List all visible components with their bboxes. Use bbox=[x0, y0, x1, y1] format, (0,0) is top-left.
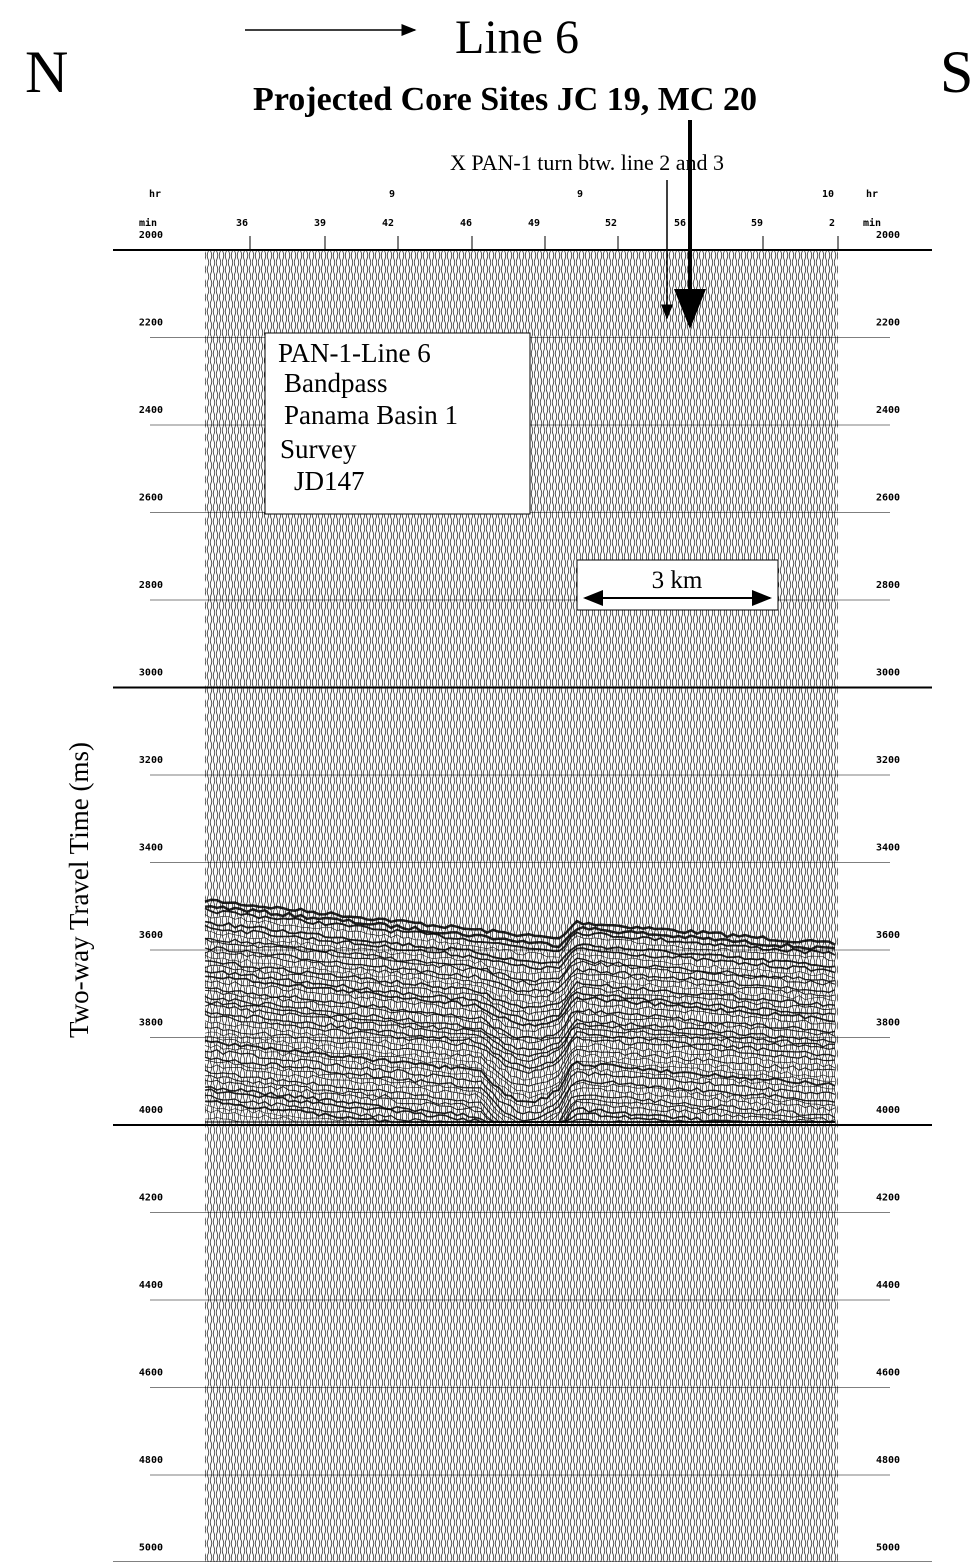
min-label: 36 bbox=[236, 218, 248, 229]
reflector bbox=[204, 946, 836, 994]
reflector bbox=[204, 1044, 835, 1109]
y-tick-label: 3800 bbox=[139, 1018, 163, 1029]
y-tick-label: 4600 bbox=[139, 1368, 163, 1379]
y-tick-label: 2800 bbox=[876, 580, 900, 591]
y-tick-label: 3800 bbox=[876, 1018, 900, 1029]
min-label: min bbox=[139, 217, 157, 229]
y-tick-label: 4000 bbox=[139, 1105, 163, 1116]
legend-line: PAN-1-Line 6 bbox=[278, 338, 431, 368]
reflector bbox=[204, 1020, 836, 1081]
y-tick-label: 3600 bbox=[139, 930, 163, 941]
reflector bbox=[204, 905, 836, 951]
reflector bbox=[204, 960, 836, 1009]
min-label: 59 bbox=[751, 218, 763, 229]
reflector bbox=[204, 995, 836, 1051]
annotation: X PAN-1 turn btw. line 2 and 3 bbox=[450, 150, 724, 175]
y-tick-label: 3000 bbox=[876, 668, 900, 679]
y-tick-label: 2000 bbox=[876, 230, 900, 241]
y-tick-label: 4200 bbox=[139, 1193, 163, 1204]
reflector bbox=[204, 1013, 836, 1075]
legend-text: PAN-1-Line 6 Bandpass Panama Basin 1 Sur… bbox=[278, 338, 458, 496]
reflector bbox=[204, 1026, 836, 1087]
y-tick-label: 2600 bbox=[876, 493, 900, 504]
reflector bbox=[204, 1039, 836, 1104]
y-tick-label: 2800 bbox=[139, 580, 163, 591]
reflector bbox=[204, 1035, 836, 1099]
min-label: 42 bbox=[382, 218, 394, 229]
subtitle: Projected Core Sites JC 19, MC 20 bbox=[253, 81, 757, 118]
reflector bbox=[204, 920, 836, 968]
reflector bbox=[204, 924, 836, 974]
y-tick-label: 5000 bbox=[139, 1543, 163, 1554]
legend-box bbox=[264, 332, 531, 515]
reflector bbox=[204, 937, 836, 983]
y-tick-label: 3200 bbox=[876, 755, 900, 766]
reflector bbox=[204, 970, 836, 1022]
y-tick-label: 4600 bbox=[876, 1368, 900, 1379]
north-label: N bbox=[25, 39, 68, 105]
hr-label: 9 bbox=[389, 189, 395, 200]
reflector bbox=[204, 1010, 836, 1070]
reflector bbox=[204, 1000, 836, 1058]
hr-label: hr bbox=[149, 189, 161, 200]
y-tick-label: 5000 bbox=[876, 1543, 900, 1554]
min-label: 46 bbox=[460, 218, 472, 229]
y-tick-label: 2400 bbox=[139, 405, 163, 416]
hr-label: 9 bbox=[577, 189, 583, 200]
y-tick-label: 2200 bbox=[139, 318, 163, 329]
scale-box bbox=[576, 559, 779, 611]
y-tick-label: 2600 bbox=[139, 493, 163, 504]
y-tick-label: 4800 bbox=[139, 1455, 163, 1466]
reflector bbox=[204, 930, 836, 979]
min-label: 49 bbox=[528, 218, 540, 229]
legend-line: JD147 bbox=[294, 466, 365, 496]
y-tick-label: 3000 bbox=[139, 668, 163, 679]
min-label: 56 bbox=[674, 218, 686, 229]
grid: 2000 2000 2200 2200 2400 2400 2600 2600 2800 2800… bbox=[113, 189, 932, 1562]
reflector bbox=[204, 1056, 836, 1122]
reflector bbox=[204, 949, 836, 998]
hr-label: 10 bbox=[822, 189, 834, 200]
y-tick-label: 4000 bbox=[876, 1105, 900, 1116]
y-tick-label: 4400 bbox=[139, 1280, 163, 1291]
y-tick-label: 2000 bbox=[139, 230, 163, 241]
reflector bbox=[204, 955, 836, 1004]
y-tick-label: 3400 bbox=[876, 843, 900, 854]
reflectors bbox=[204, 898, 836, 1124]
scale-label: 3 km bbox=[652, 567, 703, 594]
title: Line 6 bbox=[455, 11, 579, 64]
y-tick-label: 3400 bbox=[139, 843, 163, 854]
reflector bbox=[204, 989, 836, 1044]
y-tick-label: 4200 bbox=[876, 1193, 900, 1204]
y-tick-label: 2200 bbox=[876, 318, 900, 329]
reflector bbox=[204, 975, 836, 1027]
reflector bbox=[204, 1003, 836, 1062]
reflector bbox=[204, 907, 836, 956]
reflector bbox=[204, 898, 836, 946]
y-tick-label: 4400 bbox=[876, 1280, 900, 1291]
min-label: 39 bbox=[314, 218, 326, 229]
reflector bbox=[204, 1031, 836, 1093]
min-label: min bbox=[863, 217, 881, 229]
reflector bbox=[204, 964, 836, 1015]
reflector bbox=[204, 980, 836, 1033]
y-tick-label: 4800 bbox=[876, 1455, 900, 1466]
hr-label: hr bbox=[866, 189, 878, 200]
y-tick-label: 3600 bbox=[876, 930, 900, 941]
y-axis-label: Two-way Travel Time (ms) bbox=[64, 742, 94, 1038]
y-tick-label: 2400 bbox=[876, 405, 900, 416]
legend-line: Panama Basin 1 bbox=[284, 400, 458, 430]
legend-line: Survey bbox=[280, 434, 357, 464]
reflector bbox=[204, 937, 836, 986]
y-tick-label: 3200 bbox=[139, 755, 163, 766]
south-label: S bbox=[940, 39, 973, 105]
min-label: 52 bbox=[605, 218, 617, 229]
legend-line: Bandpass bbox=[284, 368, 388, 398]
reflector bbox=[204, 1048, 836, 1115]
min-label: 2 bbox=[829, 218, 835, 229]
